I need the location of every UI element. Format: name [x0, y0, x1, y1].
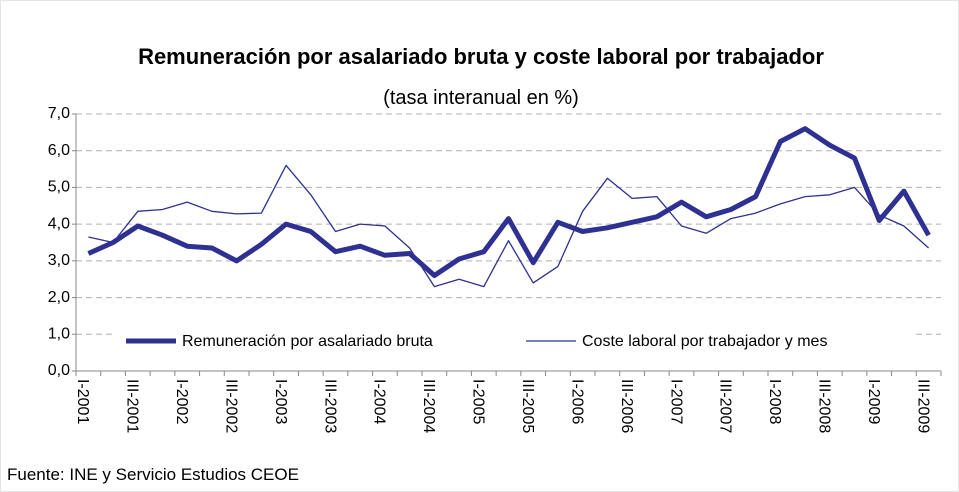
y-tick-label: 4,0	[48, 215, 70, 232]
y-tick-label: 0,0	[48, 362, 70, 379]
x-tick-label: I-2003	[272, 379, 289, 424]
legend-label: Coste laboral por trabajador y mes	[582, 333, 827, 350]
series-line	[88, 164, 930, 288]
source: Fuente: INE y Servicio Estudios CEOE	[7, 465, 299, 484]
x-tick-label: III-2002	[222, 379, 239, 433]
x-tick-label: III-2007	[717, 379, 734, 433]
x-tick-label: I-2001	[74, 379, 91, 424]
x-tick-label: III-2003	[321, 379, 338, 433]
x-tick-label: I-2008	[766, 379, 783, 424]
series-line	[87, 126, 931, 278]
x-tick-label: III-2004	[420, 379, 437, 433]
x-tick-label: III-2005	[519, 379, 536, 433]
x-tick-label: I-2009	[865, 379, 882, 424]
y-tick-label: 2,0	[48, 289, 70, 306]
legend-box	[116, 323, 916, 359]
y-tick-label: 7,0	[48, 105, 70, 122]
y-tick-label: 6,0	[48, 142, 70, 159]
chart-title: Remuneración por asalariado bruta y cost…	[136, 37, 826, 118]
x-tick-label: I-2007	[667, 379, 684, 424]
x-tick-label: III-2009	[914, 379, 931, 433]
y-tick-label: 5,0	[48, 179, 70, 196]
title: Remuneración por asalariado bruta y cost…	[138, 44, 824, 69]
x-tick-label: I-2005	[470, 379, 487, 424]
y-tick-label: 3,0	[48, 252, 70, 269]
subtitle: (tasa interanual en %)	[383, 87, 579, 109]
x-tick-label: III-2006	[618, 379, 635, 433]
y-tick-label: 1,0	[48, 326, 70, 343]
x-tick-label: I-2006	[568, 379, 585, 424]
x-tick-label: I-2002	[173, 379, 190, 424]
x-tick-label: III-2008	[816, 379, 833, 433]
legend-label: Remuneración por asalariado bruta	[182, 333, 433, 350]
x-tick-label: I-2004	[371, 379, 388, 424]
x-tick-label: III-2001	[124, 379, 141, 433]
